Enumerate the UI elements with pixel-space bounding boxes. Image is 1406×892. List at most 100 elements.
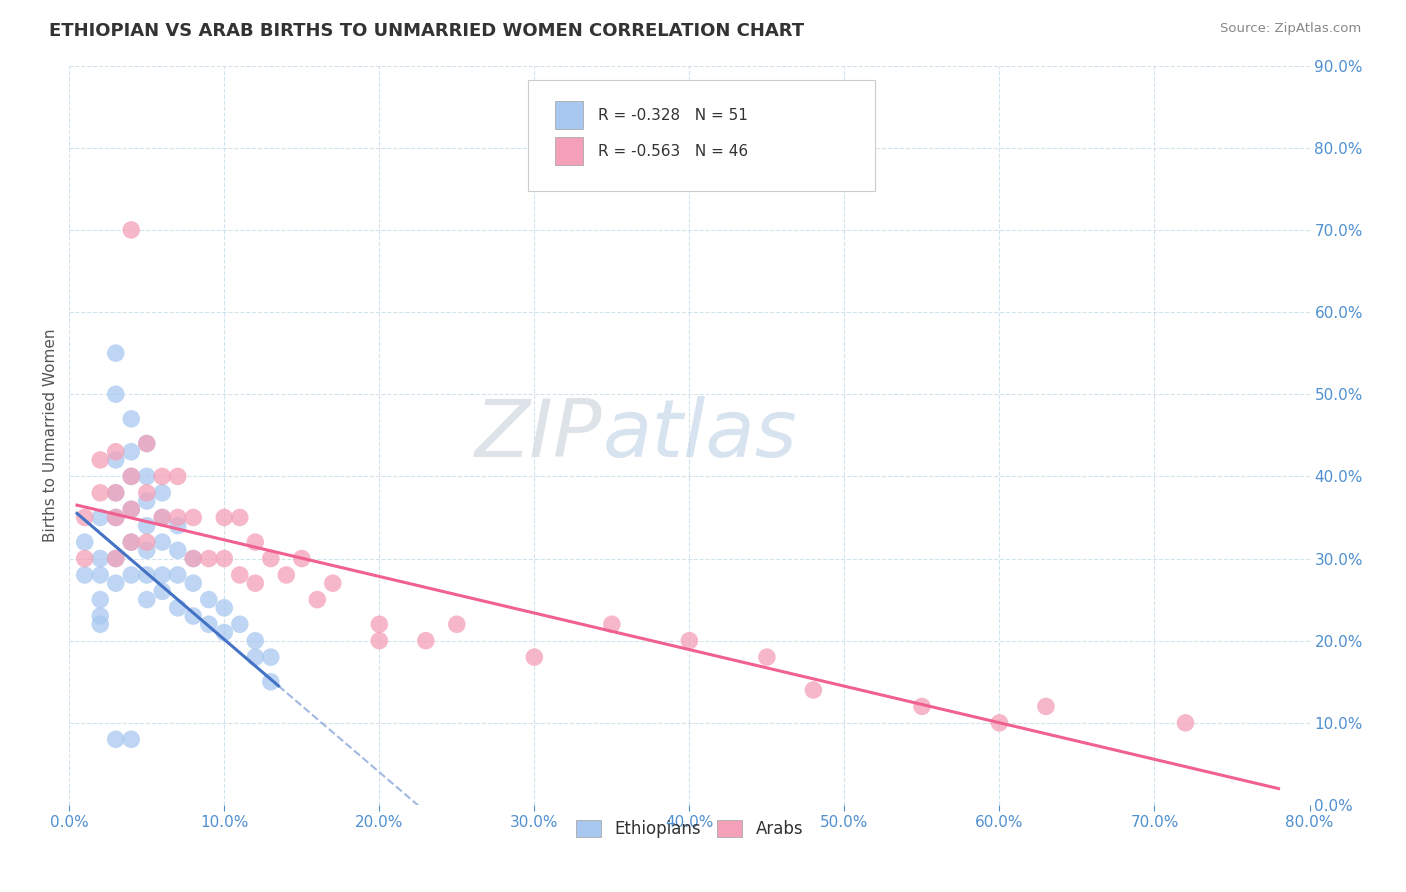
Point [181, 576, 204, 591]
Text: R = -0.563   N = 46: R = -0.563 N = 46 [598, 144, 748, 159]
Text: atlas: atlas [603, 396, 797, 475]
Point [104, 732, 127, 747]
Point [135, 543, 157, 558]
Point [135, 592, 157, 607]
Legend: Ethiopians, Arabs: Ethiopians, Arabs [569, 814, 810, 845]
Point [120, 732, 142, 747]
Point [120, 444, 142, 458]
Point [214, 600, 236, 615]
Point [73, 551, 96, 566]
Point [120, 568, 142, 582]
FancyBboxPatch shape [555, 137, 582, 165]
Point [260, 551, 283, 566]
Point [322, 576, 344, 591]
Point [988, 715, 1011, 730]
Point [229, 510, 252, 524]
Point [73, 510, 96, 524]
Point [150, 510, 173, 524]
Text: Source: ZipAtlas.com: Source: ZipAtlas.com [1220, 22, 1361, 36]
Point [104, 485, 127, 500]
Point [245, 576, 267, 591]
Point [150, 568, 173, 582]
Point [89, 485, 111, 500]
Point [150, 485, 173, 500]
Point [120, 469, 142, 483]
Point [89, 551, 111, 566]
Point [368, 633, 391, 648]
Point [104, 453, 127, 467]
Point [150, 469, 173, 483]
Point [135, 494, 157, 508]
Point [120, 535, 142, 549]
Point [120, 535, 142, 549]
Point [89, 568, 111, 582]
Point [678, 633, 700, 648]
Point [214, 510, 236, 524]
Point [120, 469, 142, 483]
Point [150, 510, 173, 524]
Point [755, 650, 778, 665]
Point [600, 617, 623, 632]
Point [181, 510, 204, 524]
Point [166, 518, 188, 533]
Point [89, 617, 111, 632]
Point [1174, 715, 1197, 730]
Point [166, 568, 188, 582]
Point [104, 510, 127, 524]
Point [104, 510, 127, 524]
Point [135, 535, 157, 549]
Point [104, 444, 127, 458]
Point [229, 617, 252, 632]
Point [523, 650, 546, 665]
Point [245, 633, 267, 648]
Point [135, 568, 157, 582]
Point [89, 609, 111, 624]
Point [291, 551, 314, 566]
Point [73, 535, 96, 549]
Point [120, 502, 142, 516]
Point [104, 485, 127, 500]
Point [368, 617, 391, 632]
FancyBboxPatch shape [529, 80, 876, 191]
Point [104, 576, 127, 591]
Point [214, 625, 236, 640]
Point [245, 535, 267, 549]
Point [135, 469, 157, 483]
Point [276, 568, 298, 582]
Point [120, 412, 142, 426]
Point [135, 436, 157, 450]
Point [89, 592, 111, 607]
Point [150, 535, 173, 549]
Point [166, 543, 188, 558]
FancyBboxPatch shape [555, 101, 582, 129]
Point [1035, 699, 1057, 714]
Point [446, 617, 468, 632]
Y-axis label: Births to Unmarried Women: Births to Unmarried Women [44, 328, 58, 542]
Point [104, 551, 127, 566]
Point [104, 387, 127, 401]
Text: ZIP: ZIP [475, 396, 603, 475]
Point [73, 568, 96, 582]
Point [229, 568, 252, 582]
Point [214, 551, 236, 566]
Text: ETHIOPIAN VS ARAB BIRTHS TO UNMARRIED WOMEN CORRELATION CHART: ETHIOPIAN VS ARAB BIRTHS TO UNMARRIED WO… [49, 22, 804, 40]
Point [104, 551, 127, 566]
Point [197, 551, 219, 566]
Point [89, 453, 111, 467]
Point [181, 551, 204, 566]
Point [166, 469, 188, 483]
Point [104, 346, 127, 360]
Point [197, 617, 219, 632]
Point [260, 674, 283, 689]
Point [135, 518, 157, 533]
Point [245, 650, 267, 665]
Point [803, 683, 825, 698]
Point [911, 699, 934, 714]
Point [260, 650, 283, 665]
Point [181, 609, 204, 624]
Point [120, 502, 142, 516]
Point [89, 510, 111, 524]
Point [307, 592, 329, 607]
Point [135, 485, 157, 500]
Point [181, 551, 204, 566]
